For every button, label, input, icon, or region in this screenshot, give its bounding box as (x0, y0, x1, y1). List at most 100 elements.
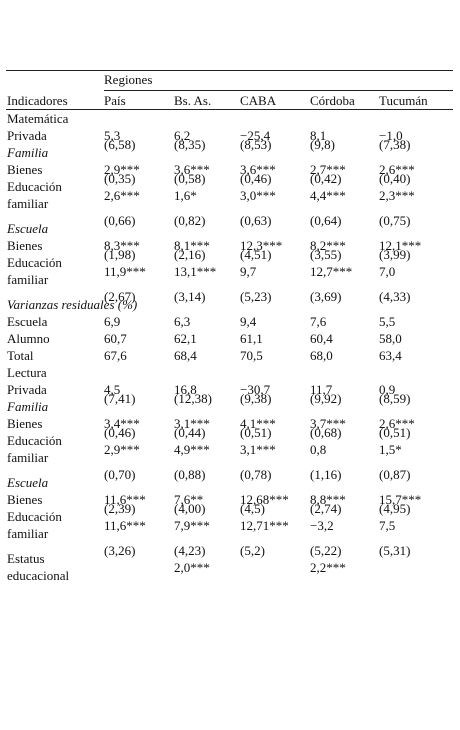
value-cell: 12,3*** (240, 238, 283, 253)
rule (104, 90, 453, 91)
row-label: Bienes (7, 162, 43, 177)
row-label: Educación familiar (7, 255, 62, 287)
row-label: Total (7, 348, 34, 363)
rule (6, 70, 453, 71)
column-header: Tucumán (379, 93, 428, 108)
std-error-cell: (0,87) (379, 466, 411, 482)
row-label: Educación familiar (7, 433, 62, 465)
value-cell: 3,1*** (240, 441, 276, 457)
std-error-cell: (4,95) (379, 500, 411, 516)
std-error-cell: (1,98) (104, 246, 136, 262)
value-cell: 15,7*** (379, 492, 422, 507)
value-cell: 9,7 (240, 263, 257, 279)
std-error-cell: (0,40) (379, 170, 411, 186)
value-cell: 62,1 (174, 331, 197, 346)
value-cell: 8,1 (310, 128, 327, 143)
value-cell: 0,9 (379, 382, 396, 397)
table-row: Bienes 2,9*** 3,6*** 3,6*** 2,7*** 2,6*** (0, 161, 460, 178)
std-error-cell: (9,8) (310, 136, 335, 152)
group-label: Escuela (7, 221, 49, 236)
std-error-cell: (9,38) (240, 390, 272, 406)
std-error-cell: (8,35) (174, 136, 206, 152)
table-row: Privada 4,5 16,8 −30,7 11,7 0,9 (0, 381, 460, 398)
value-cell: −25,4 (240, 128, 271, 143)
value-cell: 11,9*** (104, 263, 146, 279)
value-cell: 5,5 (379, 314, 396, 329)
value-cell: 2,6*** (379, 162, 415, 177)
value-cell: 2,7*** (310, 162, 346, 177)
section-label: Lectura (7, 365, 47, 380)
value-cell: 7,5 (379, 517, 396, 533)
value-cell: 67,6 (104, 348, 127, 363)
value-cell: 7,9*** (174, 517, 210, 533)
value-cell: 13,1*** (174, 263, 217, 279)
table-row: Lectura (0, 364, 460, 381)
value-cell: 61,1 (240, 331, 263, 346)
value-cell: 58,0 (379, 331, 402, 346)
value-cell: −1,0 (379, 128, 403, 143)
std-error-cell: (0,66) (104, 212, 136, 228)
std-error-cell: (0,35) (104, 170, 136, 186)
table-row: Bienes 8,3*** 8,1*** 12,3*** 8,2*** 12,1*** (0, 237, 460, 254)
value-cell: 6,3 (174, 314, 191, 329)
std-error-cell: (0,70) (104, 466, 136, 482)
std-error-cell: (7,38) (379, 136, 411, 152)
table-row: Escuela 6,9 6,3 9,4 7,6 5,5 (0, 313, 460, 330)
rule (6, 109, 453, 110)
std-error-cell: (0,51) (379, 424, 411, 440)
value-cell: 3,6*** (174, 162, 210, 177)
value-cell: 63,4 (379, 348, 402, 363)
value-cell: 3,7*** (310, 416, 346, 431)
value-cell: 3,1*** (174, 416, 210, 431)
value-cell: −30,7 (240, 382, 271, 397)
std-error-cell: (3,26) (104, 542, 136, 558)
value-cell: 12,1*** (379, 238, 422, 253)
value-cell: 4,9*** (174, 441, 210, 457)
table-row: (2,67) (3,14) (5,23) (3,69) (4,33) (0, 288, 460, 304)
value-cell: 12,7*** (310, 263, 353, 279)
value-cell: 7,6** (174, 492, 204, 507)
table-row: Educación familiar 11,9*** 13,1*** 9,7 12,7*… (0, 254, 460, 288)
table-row: Educación familiar 2,6*** 1,6* 3,0*** 4,4***… (0, 178, 460, 212)
column-header: Bs. As. (174, 93, 212, 108)
std-error-cell: (4,51) (240, 246, 272, 262)
table-row: Alumno 60,7 62,1 61,1 60,4 58,0 (0, 330, 460, 347)
value-cell: 8,2*** (310, 238, 346, 253)
value-cell: 2,6*** (104, 187, 140, 203)
table-row: Familia (0, 398, 460, 415)
std-error-cell: (3,14) (174, 288, 206, 304)
value-cell: 1,6* (174, 187, 197, 203)
std-error-cell: (8,53) (240, 136, 272, 152)
value-cell: 3,6*** (240, 162, 276, 177)
value-cell: 11,6*** (104, 492, 146, 507)
std-error-cell: (4,5) (240, 500, 265, 516)
std-error-cell: (4,00) (174, 500, 206, 516)
row-label: Escuela (7, 314, 48, 329)
table-row: Matemática (0, 110, 460, 127)
value-cell: −3,2 (310, 517, 334, 533)
group-label: Escuela (7, 475, 49, 490)
table-row: Privada 5,3 6,2 −25,4 8,1 −1,0 (0, 127, 460, 144)
table-row: Educación familiar 11,6*** 7,9*** 12,71*** −… (0, 508, 460, 542)
value-cell: 5,3 (104, 128, 121, 143)
value-cell: 8,8*** (310, 492, 346, 507)
row-label: Bienes (7, 492, 43, 507)
std-error-cell: (0,58) (174, 170, 206, 186)
table-row: Familia (0, 144, 460, 161)
std-error-cell: (5,22) (310, 542, 342, 558)
value-cell: 60,4 (310, 331, 333, 346)
value-cell: 70,5 (240, 348, 263, 363)
value-cell: 3,4*** (104, 416, 140, 431)
table-row: (0,66) (0,82) (0,63) (0,64) (0,75) (0, 212, 460, 228)
column-header: País (104, 93, 126, 108)
std-error-cell: (0,46) (240, 170, 272, 186)
row-label: Privada (7, 128, 47, 143)
std-error-cell: (0,42) (310, 170, 342, 186)
std-error-cell: (0,46) (104, 424, 136, 440)
table-row: Bienes 3,4*** 3,1*** 4,1*** 3,7*** 2,6*** (0, 415, 460, 432)
table-row: (3,26) (4,23) (5,2) (5,22) (5,31) (0, 542, 460, 558)
std-error-cell: (0,44) (174, 424, 206, 440)
table-row: (0,70) (0,88) (0,78) (1,16) (0,87) (0, 466, 460, 482)
table-row: Total 67,6 68,4 70,5 68,0 63,4 (0, 347, 460, 364)
value-cell: 4,5 (104, 382, 121, 397)
